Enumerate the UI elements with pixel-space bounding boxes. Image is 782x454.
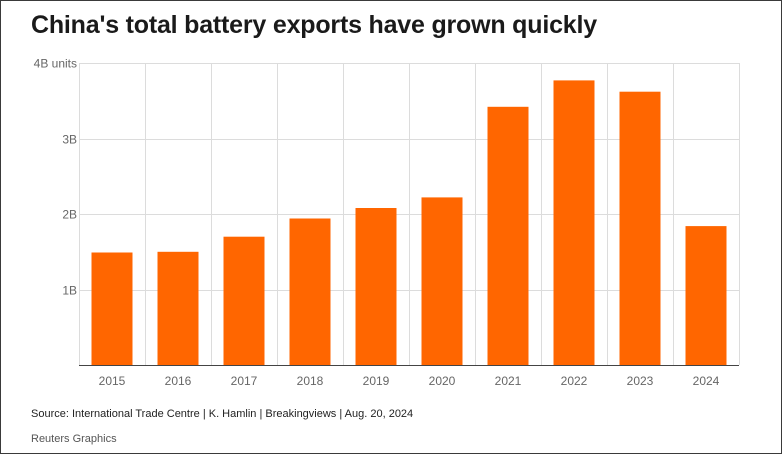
x-tick-label: 2020 bbox=[429, 374, 456, 388]
bar-2024 bbox=[685, 226, 727, 365]
bar-2019 bbox=[355, 208, 397, 365]
source-note: Source: International Trade Centre | K. … bbox=[31, 408, 414, 420]
x-tick-label: 2015 bbox=[99, 374, 126, 388]
x-tick-label: 2021 bbox=[495, 374, 522, 388]
y-tick-label: 1B bbox=[62, 284, 77, 298]
x-tick-label: 2017 bbox=[231, 374, 258, 388]
bar-2021 bbox=[487, 106, 529, 366]
bar-2023 bbox=[619, 91, 661, 365]
bar-2022 bbox=[553, 80, 595, 366]
bar-2015 bbox=[91, 252, 133, 365]
x-tick-label: 2024 bbox=[693, 374, 720, 388]
bar-2016 bbox=[157, 251, 199, 366]
x-tick-label: 2022 bbox=[561, 374, 588, 388]
bar-2020 bbox=[421, 197, 463, 365]
x-tick-label: 2018 bbox=[297, 374, 324, 388]
x-tick-label: 2016 bbox=[165, 374, 192, 388]
bar-2018 bbox=[289, 218, 331, 365]
x-tick-label: 2023 bbox=[627, 374, 654, 388]
x-tick-label: 2019 bbox=[363, 374, 390, 388]
credit-note: Reuters Graphics bbox=[31, 433, 117, 445]
y-tick-label: 2B bbox=[62, 208, 77, 222]
y-tick-label: 3B bbox=[62, 133, 77, 147]
bar-2017 bbox=[223, 236, 265, 365]
y-tick-label: 4B units bbox=[34, 57, 77, 71]
chart-title: China's total battery exports have grown… bbox=[31, 11, 597, 39]
